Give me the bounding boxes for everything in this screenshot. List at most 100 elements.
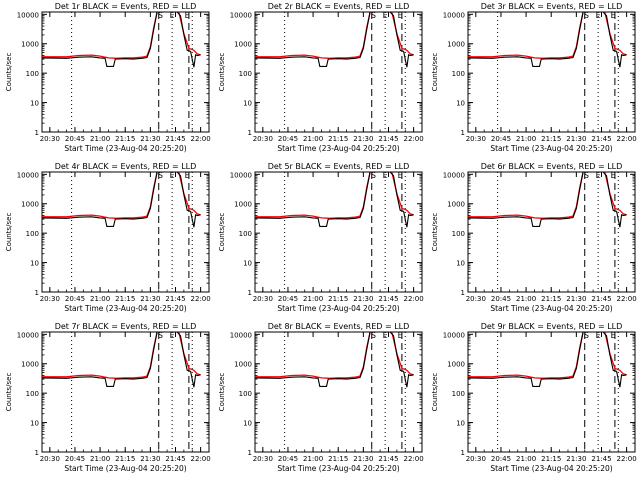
x-axis-label: Start Time (23-Aug-04 20:25:20) (64, 464, 186, 473)
y-tick-label: 10 (456, 420, 465, 428)
annotation-label: E (596, 171, 601, 180)
y-tick-label: 10000 (443, 171, 465, 179)
y-tick-label: 10 (243, 420, 252, 428)
annotation-label: E (611, 171, 616, 180)
y-tick-label: 10 (30, 100, 39, 108)
series-events-line (602, 12, 627, 68)
series-lld-line (42, 12, 158, 59)
series-events-line (468, 12, 584, 67)
x-tick-label: 21:00 (516, 295, 536, 303)
chart-panel-1: Det 1r BLACK = Events, RED = LLD 1 10 100 10… (5, 2, 211, 153)
x-tick-label: 21:45 (591, 455, 611, 463)
series-events-line (42, 172, 158, 227)
x-tick-label: 20:45 (491, 295, 511, 303)
x-tick-label: 20:45 (491, 135, 511, 143)
annotation-label: S (371, 331, 376, 340)
y-tick-label: 100 (239, 70, 252, 78)
annotation-label: E (398, 171, 403, 180)
y-tick-label: 100 (26, 70, 39, 78)
y-tick-label: 1 (248, 129, 252, 137)
chart-title: Det 7r BLACK = Events, RED = LLD (55, 322, 197, 331)
annotation-label: E (611, 331, 616, 340)
x-tick-label: 20:30 (40, 135, 60, 143)
plot-area (468, 332, 627, 388)
x-tick-label: 21:00 (516, 455, 536, 463)
series-lld-line (255, 332, 371, 379)
series-events-line (255, 12, 371, 67)
x-tick-label: 21:30 (140, 295, 160, 303)
x-tick-label: 22:00 (617, 295, 637, 303)
annotation-label: S (158, 11, 163, 20)
annotation-label: S (584, 331, 589, 340)
series-events-line (389, 172, 414, 228)
y-tick-label: 1 (461, 289, 465, 297)
x-axis-label: Start Time (23-Aug-04 20:25:20) (277, 304, 399, 313)
annotation-label: E (611, 11, 616, 20)
y-tick-label: 1 (248, 449, 252, 457)
chart-panel-5: Det 5r BLACK = Events, RED = LLD 1 10 100 10… (218, 162, 424, 313)
y-axis-label: Counts/sec (431, 373, 439, 412)
plot-frame (41, 11, 210, 133)
annotation-label: E (383, 171, 388, 180)
chart-panel-2: Det 2r BLACK = Events, RED = LLD 1 10 100 10… (218, 2, 424, 153)
y-tick-label: 1 (461, 449, 465, 457)
series-events-line (176, 332, 201, 388)
x-tick-label: 21:45 (165, 455, 185, 463)
y-tick-label: 1000 (447, 41, 465, 49)
x-tick-label: 21:30 (140, 455, 160, 463)
y-tick-label: 100 (239, 390, 252, 398)
chart-title: Det 3r BLACK = Events, RED = LLD (481, 2, 623, 11)
plot-area (468, 172, 627, 228)
y-tick-label: 1000 (447, 201, 465, 209)
x-tick-label: 21:00 (303, 295, 323, 303)
x-tick-label: 20:45 (65, 295, 85, 303)
y-tick-label: 1000 (234, 201, 252, 209)
plot-area (42, 12, 201, 68)
x-tick-label: 21:15 (115, 135, 135, 143)
x-tick-label: 21:15 (328, 455, 348, 463)
series-lld-line (42, 332, 158, 379)
x-tick-label: 22:00 (404, 295, 424, 303)
y-tick-label: 1 (35, 129, 39, 137)
plot-area (255, 12, 414, 68)
x-tick-label: 20:45 (278, 135, 298, 143)
series-events-line (42, 12, 158, 67)
x-tick-label: 20:30 (466, 455, 486, 463)
x-tick-label: 21:45 (378, 455, 398, 463)
plot-frame (467, 11, 636, 133)
y-axis-label: Counts/sec (218, 373, 226, 412)
series-lld-line (468, 332, 584, 379)
x-tick-label: 21:15 (541, 135, 561, 143)
x-tick-label: 21:00 (90, 455, 110, 463)
annotation-label: S (158, 331, 163, 340)
x-tick-label: 22:00 (617, 455, 637, 463)
x-tick-label: 22:00 (404, 455, 424, 463)
y-axis-label: Counts/sec (431, 53, 439, 92)
x-tick-label: 21:45 (165, 135, 185, 143)
x-tick-label: 20:45 (65, 135, 85, 143)
x-tick-label: 21:15 (541, 455, 561, 463)
x-tick-label: 21:45 (591, 135, 611, 143)
y-tick-label: 10000 (17, 11, 39, 19)
series-events-line (468, 332, 584, 387)
x-tick-label: 21:30 (140, 135, 160, 143)
plot-frame (41, 171, 210, 293)
y-axis-label: Counts/sec (431, 213, 439, 252)
x-tick-label: 20:30 (466, 295, 486, 303)
annotation-label: E (383, 331, 388, 340)
y-tick-label: 1000 (21, 41, 39, 49)
x-tick-label: 20:45 (278, 295, 298, 303)
x-tick-label: 21:30 (353, 455, 373, 463)
y-tick-label: 1 (461, 129, 465, 137)
chart-panel-8: Det 8r BLACK = Events, RED = LLD 1 10 100 10… (218, 322, 424, 473)
x-tick-label: 21:15 (115, 455, 135, 463)
x-tick-label: 22:00 (404, 135, 424, 143)
y-tick-label: 100 (26, 230, 39, 238)
y-tick-label: 100 (26, 390, 39, 398)
annotation-label: E (170, 171, 175, 180)
x-tick-label: 21:15 (328, 135, 348, 143)
x-axis-label: Start Time (23-Aug-04 20:25:20) (490, 464, 612, 473)
x-axis-label: Start Time (23-Aug-04 20:25:20) (64, 304, 186, 313)
series-lld-line (468, 172, 584, 219)
series-events-line (389, 332, 414, 388)
